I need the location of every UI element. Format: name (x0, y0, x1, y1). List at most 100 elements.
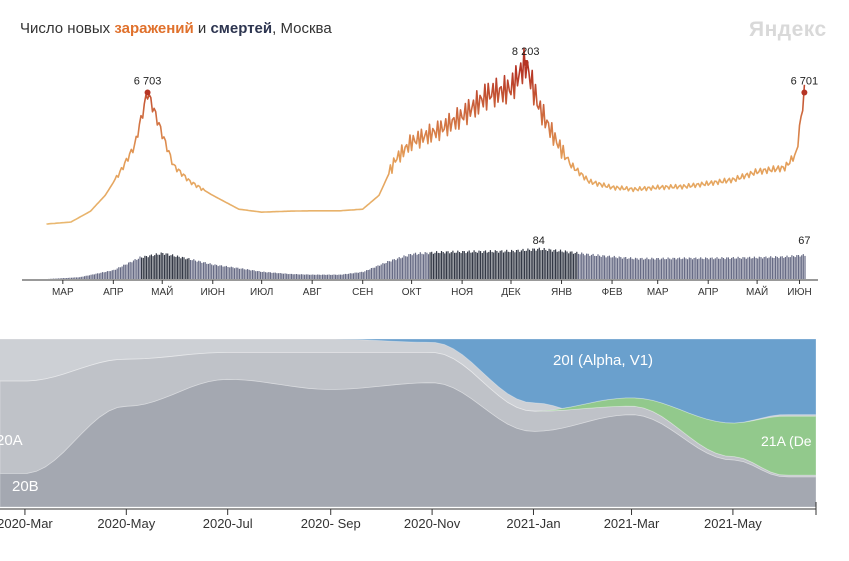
death-bar (765, 256, 767, 279)
death-bar (326, 274, 328, 279)
death-bar (742, 257, 744, 279)
death-bar (206, 263, 208, 279)
death-bar (398, 257, 400, 279)
death-bar (248, 269, 250, 279)
death-bar (233, 268, 236, 279)
death-bar (289, 273, 291, 279)
death-bar (256, 271, 258, 279)
death-bar (454, 252, 456, 279)
death-bar (574, 253, 576, 279)
death-bar (348, 273, 350, 279)
death-bar (97, 273, 99, 279)
death-bar (551, 251, 553, 279)
death-bar (660, 258, 663, 279)
death-bar (665, 259, 667, 279)
death-bar (214, 264, 216, 279)
death-bar (608, 255, 610, 279)
death-bar (157, 254, 159, 279)
death-bar (449, 253, 451, 279)
death-bar (685, 258, 687, 279)
death-bar (372, 267, 374, 279)
death-bar (126, 264, 128, 279)
death-bar (693, 258, 695, 279)
month-label: ИЮН (200, 287, 225, 298)
death-bar (64, 278, 66, 279)
death-bar (395, 260, 397, 279)
death-bar (359, 272, 361, 279)
variant-x-tick-label: 2020-Nov (404, 516, 461, 531)
death-bar (630, 257, 632, 279)
death-bar (304, 274, 306, 279)
death-bar (132, 260, 135, 279)
death-bar (71, 277, 73, 279)
death-bar (471, 252, 474, 279)
variant-label: 21A (De (761, 433, 812, 449)
death-bar (336, 274, 338, 279)
death-bar (264, 272, 267, 279)
death-bar (250, 270, 252, 279)
month-label: АВГ (303, 287, 322, 298)
death-bar (639, 258, 641, 279)
month-label: ИЮЛ (250, 287, 273, 298)
death-bar (196, 261, 198, 279)
death-bar (530, 251, 532, 279)
death-bar (383, 263, 386, 279)
death-bar (305, 274, 307, 279)
death-bar (165, 253, 167, 279)
variant-x-tick-label: 2020- Sep (301, 516, 361, 531)
peak-label: 8 203 (512, 46, 540, 58)
death-bar (674, 257, 676, 279)
death-bar (763, 257, 765, 279)
death-bar (683, 257, 685, 279)
death-bar (338, 274, 340, 279)
death-bar (292, 274, 294, 279)
death-bar (77, 277, 79, 279)
death-bar (729, 259, 731, 279)
death-bar (134, 259, 136, 279)
death-bar (714, 258, 716, 279)
death-bar (625, 257, 627, 279)
death-bar (251, 270, 254, 279)
death-bar (392, 259, 394, 279)
death-bar (98, 273, 100, 279)
infections-line (46, 47, 806, 225)
death-bar (600, 256, 602, 279)
death-bar (66, 278, 68, 279)
death-bar (131, 262, 133, 279)
death-bar (201, 262, 203, 279)
death-bar (170, 255, 172, 279)
death-bar (701, 258, 703, 279)
death-bar (532, 248, 534, 279)
death-bar (727, 257, 729, 279)
death-bar (719, 258, 721, 279)
death-bar (411, 255, 413, 279)
variant-share-chart: 2020-Mar 2020-May 2020-Jul 2020- Sep 2020-No… (0, 338, 817, 531)
death-bar (101, 272, 104, 279)
death-bar (230, 266, 232, 279)
death-bar (527, 248, 529, 279)
death-bar (631, 258, 633, 279)
death-bar (778, 258, 780, 279)
death-bar (447, 251, 449, 279)
death-bar (366, 270, 368, 279)
death-bar (155, 253, 157, 279)
death-bar (88, 275, 91, 279)
death-bar (568, 253, 570, 279)
month-label: МАЙ (746, 285, 768, 298)
death-bar (160, 252, 162, 279)
death-bar (152, 256, 154, 279)
death-bar (563, 252, 565, 279)
death-bar (599, 255, 601, 279)
death-bar (494, 250, 496, 279)
death-bar (204, 262, 206, 279)
death-bar (481, 253, 483, 279)
death-bar (56, 278, 58, 279)
death-bar (105, 272, 107, 279)
title-prefix: Число новых (20, 20, 115, 37)
peak-point (522, 59, 529, 66)
title-and: и (193, 20, 211, 37)
death-bar (682, 258, 684, 279)
death-bar (325, 274, 327, 279)
death-bar (755, 257, 757, 279)
death-bar (136, 259, 138, 279)
